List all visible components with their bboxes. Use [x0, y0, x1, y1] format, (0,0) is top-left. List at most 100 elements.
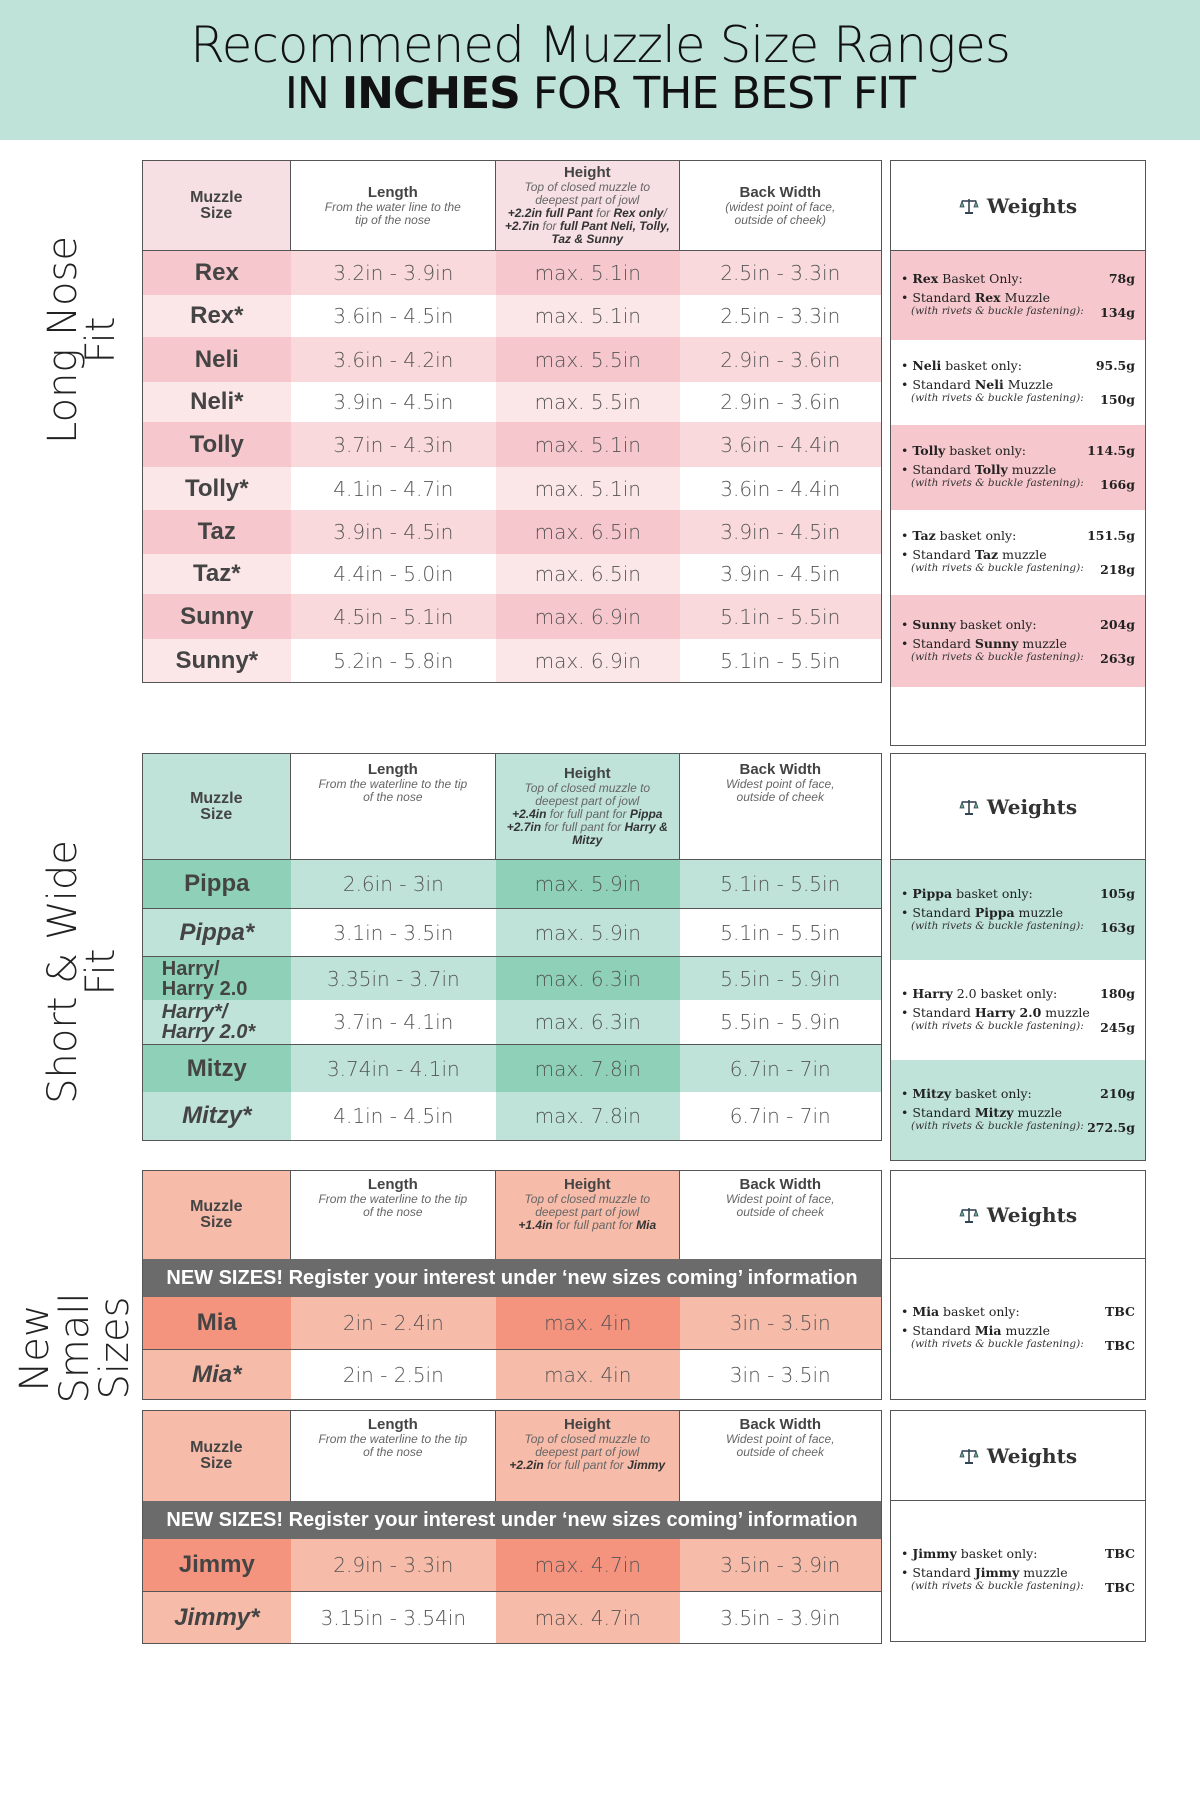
basket-weight-name: Sunny [912, 616, 956, 632]
standard-weight-note-line: (with rivets & buckle fastening): 150g [901, 392, 1135, 407]
long-nose-label-line2: Fit [78, 316, 124, 364]
length-value: 3.6in - 4.5in [333, 304, 454, 328]
height-value: max. 5.1in [534, 304, 641, 328]
width-cell: 3in - 3.5in [679, 1297, 881, 1349]
size-name-cell: Mitzy* [143, 1092, 291, 1140]
height-header-title: Height [563, 1176, 611, 1193]
table-row: Neli* 3.9in - 4.5in max. 5.5in 2.9in - 3.6i… [143, 382, 881, 422]
length-cell: 3.1in - 3.5in [290, 909, 497, 956]
height-header-pant-pippa: +2.4in [512, 807, 547, 821]
standard-weight-name: Sunny [974, 635, 1019, 651]
width-header-sub: Widest point of face, outside of cheek [725, 1192, 835, 1219]
basket-weight-line: • Tolly basket only: 114.5g [901, 443, 1135, 458]
basket-weight-name: Jimmy [912, 1545, 957, 1561]
long-nose-table: Muzzle Size Length From the water line to… [142, 160, 882, 683]
length-cell: 3.7in - 4.3in [290, 422, 497, 467]
width-value: 5.5in - 5.9in [720, 1010, 841, 1034]
height-cell: max. 6.3in [496, 957, 680, 1000]
length-cell: 4.1in - 4.7in [290, 467, 497, 510]
standard-weight-name: Neli [974, 377, 1004, 392]
short-wide-label-line2: Fit [78, 948, 124, 996]
height-cell: max. 5.5in [496, 337, 680, 382]
weight-group: • Mitzy basket only: 210g • Standard Mitzy… [891, 1060, 1145, 1160]
standard-weight-line: • Standard Pippa muzzle [901, 905, 1135, 920]
length-cell: 3.74in - 4.1in [290, 1045, 497, 1092]
width-cell: 2.5in - 3.3in [679, 251, 881, 295]
width-value: 5.1in - 5.5in [720, 604, 841, 629]
size-name: Pippa [184, 870, 250, 897]
basket-weight-value: TBC [1104, 1303, 1135, 1319]
width-cell: 3.6in - 4.4in [679, 422, 881, 467]
height-header-jimmy: Jimmy [627, 1458, 666, 1472]
table-row: Neli 3.6in - 4.2in max. 5.5in 2.9in - 3.6in [143, 337, 881, 382]
standard-weight-note-line: (with rivets & buckle fastening): 263g [901, 651, 1135, 666]
size-name-cell: Neli [143, 337, 291, 382]
width-header-title: Back Width [739, 1176, 822, 1193]
width-cell: 2.9in - 3.6in [679, 382, 881, 422]
standard-weight-line: • Standard Mitzy muzzle [901, 1105, 1135, 1120]
short-wide-rows: Pippa 2.6in - 3in max. 5.9in 5.1in - 5.5in P… [143, 860, 881, 1140]
basket-weight-name: Mitzy [912, 1085, 952, 1101]
weight-group: • Rex Basket Only: 78g • Standard Rex Muzz… [891, 251, 1145, 340]
jimmy-table: Muzzle Size Length From the waterline to … [142, 1410, 882, 1644]
basket-weight-label: • Sunny basket only: [901, 616, 1037, 632]
weight-group: • Tolly basket only: 114.5g • Standard Tol… [891, 425, 1145, 510]
new-sizes-banner: NEW SIZES! Register your interest under … [143, 1501, 881, 1539]
height-header-for2: for [539, 219, 560, 233]
size-name: Harry*/ Harry 2.0* [161, 1001, 256, 1043]
length-value: 4.1in - 4.5in [333, 1104, 454, 1128]
length-value: 3.9in - 4.5in [333, 390, 454, 414]
length-cell: 4.5in - 5.1in [290, 594, 497, 639]
basket-weight-name: Rex [912, 271, 939, 286]
length-header-sub: From the water line to the tip of the no… [324, 199, 461, 227]
length-header: Length From the waterline to the tip of t… [290, 1171, 497, 1259]
height-value: max. 6.9in [534, 648, 641, 673]
size-name: Taz* [193, 560, 241, 587]
size-header: Muzzle Size [143, 161, 291, 251]
size-header-label: Muzzle Size [190, 188, 243, 222]
width-cell: 3.6in - 4.4in [679, 467, 881, 510]
standard-weight-note-line: (with rivets & buckle fastening): 245g [901, 1020, 1135, 1035]
height-header-pant-mia: +1.4in [518, 1218, 553, 1232]
standard-weight-name: Taz [974, 547, 999, 562]
width-cell: 5.1in - 5.5in [679, 909, 881, 956]
size-name-cell: Sunny* [143, 639, 291, 682]
long-nose-weights: Weights • Rex Basket Only: 78g • Standard … [890, 160, 1146, 746]
long-nose-weight-groups: • Rex Basket Only: 78g • Standard Rex Muzz… [891, 251, 1145, 687]
width-value: 3.9in - 4.5in [720, 520, 841, 544]
width-value: 5.1in - 5.5in [720, 920, 841, 945]
standard-weight-line: • Standard Mia muzzle [901, 1323, 1135, 1338]
height-header-title: Height [563, 164, 611, 181]
table-row: Sunny* 5.2in - 5.8in max. 6.9in 5.1in - 5.5… [143, 639, 881, 682]
standard-weight-note-line: (with rivets & buckle fastening): 218g [901, 562, 1135, 577]
standard-weight-label: • Standard Mitzy muzzle [901, 1104, 1063, 1120]
length-cell: 3.6in - 4.5in [290, 295, 497, 337]
standard-weight-value: 163g [1100, 919, 1135, 935]
table-row: Sunny 4.5in - 5.1in max. 6.9in 5.1in - 5.5i… [143, 594, 881, 639]
height-value: max. 5.1in [534, 261, 641, 285]
long-nose-label-line1: Long Nose [40, 236, 86, 444]
length-cell: 2in - 2.4in [290, 1297, 497, 1349]
width-value: 2.9in - 3.6in [720, 390, 841, 414]
table-row: Pippa 2.6in - 3in max. 5.9in 5.1in - 5.5in [143, 860, 881, 908]
weights-title: Weights [986, 1443, 1078, 1468]
standard-weight-note-line: (with rivets & buckle fastening): 166g [901, 477, 1135, 492]
weight-group: • Mia basket only: TBC • Standard Mia muzz… [891, 1259, 1145, 1397]
height-header: Height Top of closed muzzle to deepest pa… [496, 754, 680, 860]
height-value: max. 7.8in [534, 1056, 641, 1081]
height-cell: max. 6.9in [496, 594, 680, 639]
basket-weight-label: • Pippa basket only: [901, 885, 1033, 901]
height-value: max. 4.7in [534, 1553, 641, 1577]
basket-weight-value: 78g [1108, 271, 1135, 286]
length-value: 3.74in - 4.1in [326, 1056, 460, 1081]
height-header-pippa: Pippa [629, 807, 663, 821]
height-header-sub: Top of closed muzzle to deepest part of … [524, 1432, 651, 1459]
height-value: max. 5.5in [534, 390, 641, 414]
standard-weight-name: Tolly [974, 462, 1008, 477]
height-value: max. 6.3in [534, 1010, 641, 1034]
height-header: Height Top of closed muzzle to deepest pa… [496, 161, 680, 251]
length-header: Length From the waterline to the tip of t… [290, 1411, 497, 1501]
fastening-note: (with rivets & buckle fastening): [911, 1579, 1084, 1592]
size-name: Sunny* [175, 646, 259, 674]
width-cell: 2.5in - 3.3in [679, 295, 881, 337]
